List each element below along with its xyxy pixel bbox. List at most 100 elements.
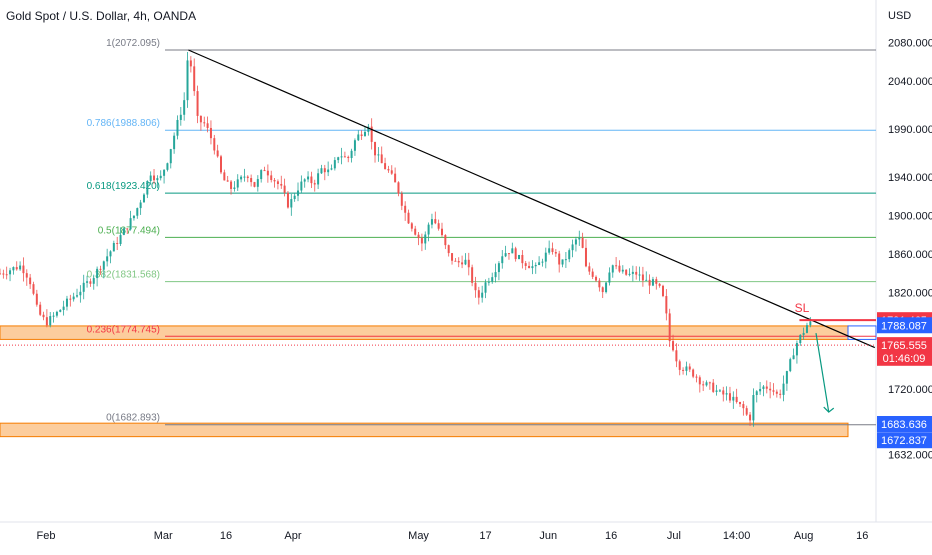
candle-body-17 bbox=[55, 311, 58, 316]
candle-body-6 bbox=[19, 265, 22, 270]
candle-body-29 bbox=[96, 268, 99, 279]
candle-129 bbox=[430, 213, 433, 229]
candle-body-147 bbox=[491, 277, 494, 282]
candle-208 bbox=[695, 374, 698, 383]
candle-body-83 bbox=[276, 181, 279, 184]
candle-body-241 bbox=[805, 325, 808, 333]
candle-62 bbox=[206, 116, 209, 133]
candle-body-165 bbox=[551, 248, 554, 253]
candle-body-156 bbox=[521, 254, 524, 264]
candle-body-197 bbox=[658, 283, 661, 286]
candle-body-18 bbox=[59, 309, 62, 312]
fib-label-5: 0.236(1774.745) bbox=[87, 324, 160, 335]
candle-240 bbox=[802, 327, 805, 340]
candle-body-227 bbox=[759, 388, 762, 392]
candle-53 bbox=[176, 115, 179, 140]
candle-116 bbox=[387, 165, 390, 173]
candle-body-19 bbox=[62, 306, 65, 310]
candle-body-45 bbox=[149, 175, 152, 181]
candle-body-67 bbox=[223, 172, 226, 181]
x-axis: Feb Mar 16 Apr May 17 Jun 16 Jul 14:00 Aug 16 bbox=[37, 530, 869, 542]
candle-body-215 bbox=[718, 390, 721, 392]
candle-230 bbox=[769, 381, 772, 399]
candle-body-157 bbox=[524, 263, 527, 266]
price-axis-bg bbox=[876, 0, 932, 550]
candle-195 bbox=[651, 276, 654, 287]
candle-12 bbox=[39, 301, 42, 317]
candle-body-94 bbox=[313, 183, 316, 185]
candle-body-33 bbox=[109, 251, 112, 257]
candle-body-210 bbox=[702, 384, 705, 386]
candle-150 bbox=[501, 250, 504, 269]
price-badge-bg-2 bbox=[877, 337, 932, 354]
candle-body-213 bbox=[712, 382, 715, 392]
candle-body-13 bbox=[42, 314, 45, 318]
candle-151 bbox=[504, 245, 507, 258]
candle-body-207 bbox=[692, 369, 695, 377]
candle-163 bbox=[544, 247, 547, 269]
candle-body-28 bbox=[92, 278, 95, 284]
candle-body-46 bbox=[153, 175, 156, 181]
candle-168 bbox=[561, 259, 564, 268]
x-tick-3: Apr bbox=[284, 530, 301, 542]
candle-42 bbox=[139, 199, 142, 215]
candle-144 bbox=[481, 285, 484, 303]
candle-body-20 bbox=[65, 298, 68, 307]
candle-body-225 bbox=[752, 395, 755, 421]
x-tick-2: 16 bbox=[220, 530, 232, 542]
candle-69 bbox=[230, 179, 233, 195]
candle-body-101 bbox=[337, 157, 340, 161]
candle-226 bbox=[755, 390, 758, 403]
candle-body-205 bbox=[685, 366, 688, 371]
candle-182 bbox=[608, 267, 611, 286]
candle-body-148 bbox=[494, 272, 497, 278]
candle-149 bbox=[497, 261, 500, 281]
candle-153 bbox=[511, 242, 514, 254]
candle-72 bbox=[240, 175, 243, 183]
candle-193 bbox=[645, 271, 648, 281]
candle-88 bbox=[293, 192, 296, 202]
candle-196 bbox=[655, 276, 658, 290]
candle-119 bbox=[397, 181, 400, 197]
price-badge-bg-1 bbox=[877, 317, 932, 334]
candle-37 bbox=[122, 226, 125, 236]
candle-body-234 bbox=[782, 383, 785, 395]
candle-body-80 bbox=[266, 170, 269, 176]
candle-body-221 bbox=[739, 402, 742, 405]
price-badge-3: 01:46:09 bbox=[877, 349, 932, 366]
candle-body-62 bbox=[206, 123, 209, 128]
candle-body-113 bbox=[377, 154, 380, 156]
candle-body-108 bbox=[360, 134, 363, 136]
candle-body-68 bbox=[226, 180, 229, 182]
price-badge-text-2: 1765.555 bbox=[881, 340, 927, 352]
candle-body-181 bbox=[605, 282, 608, 293]
candle-body-26 bbox=[86, 281, 89, 283]
candle-body-198 bbox=[661, 285, 664, 297]
candle-body-72 bbox=[240, 176, 243, 180]
price-badge-1: 1788.087 bbox=[877, 317, 932, 334]
candle-135 bbox=[451, 253, 454, 265]
candle-47 bbox=[156, 175, 159, 189]
candle-body-226 bbox=[755, 391, 758, 396]
candle-173 bbox=[578, 230, 581, 246]
candle-234 bbox=[782, 375, 785, 402]
candle-49 bbox=[163, 169, 166, 184]
candle-body-151 bbox=[504, 253, 507, 257]
candle-189 bbox=[631, 265, 634, 282]
candle-41 bbox=[136, 207, 139, 219]
candle-body-65 bbox=[216, 150, 219, 157]
candle-99 bbox=[330, 164, 333, 171]
candle-body-219 bbox=[732, 396, 735, 401]
target-arrow-line bbox=[815, 333, 830, 413]
candle-130 bbox=[434, 211, 437, 225]
candle-172 bbox=[574, 236, 577, 252]
candle-body-96 bbox=[320, 168, 323, 174]
candle-body-187 bbox=[625, 269, 628, 275]
candle-186 bbox=[621, 265, 624, 274]
candle-body-178 bbox=[595, 276, 598, 281]
candle-98 bbox=[327, 161, 330, 177]
candle-body-144 bbox=[481, 292, 484, 298]
candle-body-97 bbox=[323, 168, 326, 173]
